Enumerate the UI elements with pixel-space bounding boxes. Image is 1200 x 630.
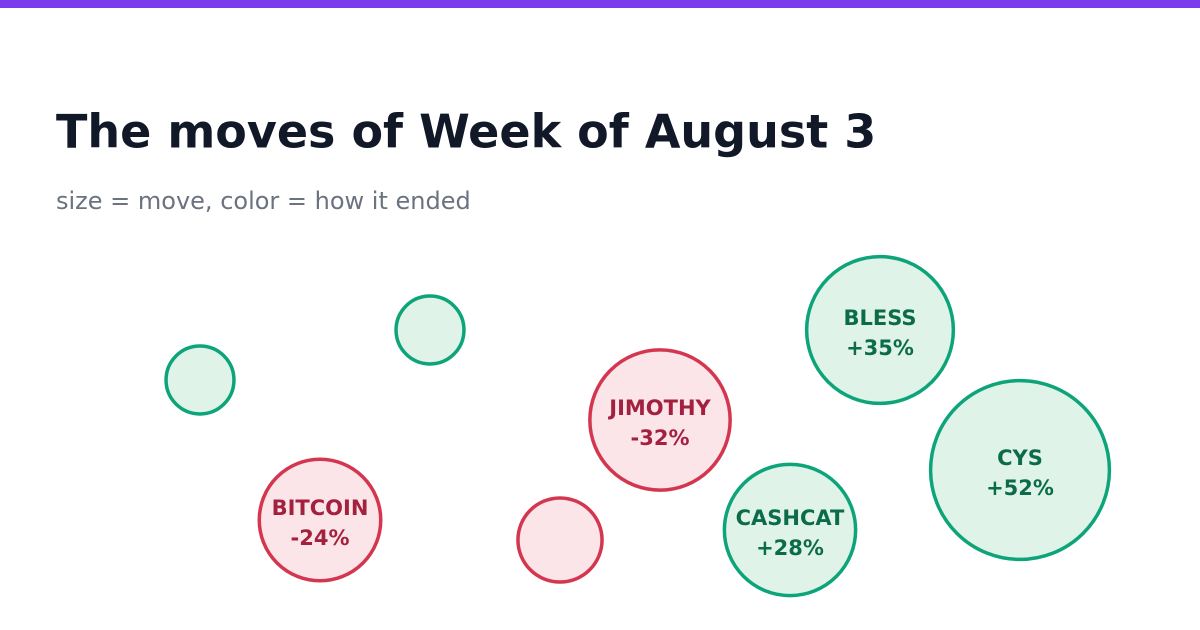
- bubble: [164, 344, 236, 416]
- title: The moves of Week of August 3: [56, 105, 876, 159]
- bubble-name: BITCOIN: [272, 496, 369, 520]
- bubble-value: +28%: [756, 536, 824, 560]
- subtitle: size = move, color = how it ended: [56, 187, 471, 215]
- accent-bar: [0, 0, 1200, 8]
- bubble-name: BLESS: [843, 306, 916, 330]
- bubble-name: CYS: [997, 446, 1043, 470]
- bubble-name: CASHCAT: [736, 506, 845, 530]
- bubble-name: JIMOTHY: [607, 396, 711, 420]
- bubble: [804, 254, 956, 406]
- bubble-value: -32%: [631, 426, 690, 450]
- bubble: [257, 457, 383, 583]
- bubble: [394, 294, 466, 366]
- bubble: [928, 378, 1112, 562]
- bubble: [516, 496, 604, 584]
- bubble-value: +52%: [986, 476, 1054, 500]
- bubble: [722, 462, 858, 598]
- bubble: [588, 348, 732, 492]
- bubble-value: -24%: [291, 526, 350, 550]
- bubble-value: +35%: [846, 336, 914, 360]
